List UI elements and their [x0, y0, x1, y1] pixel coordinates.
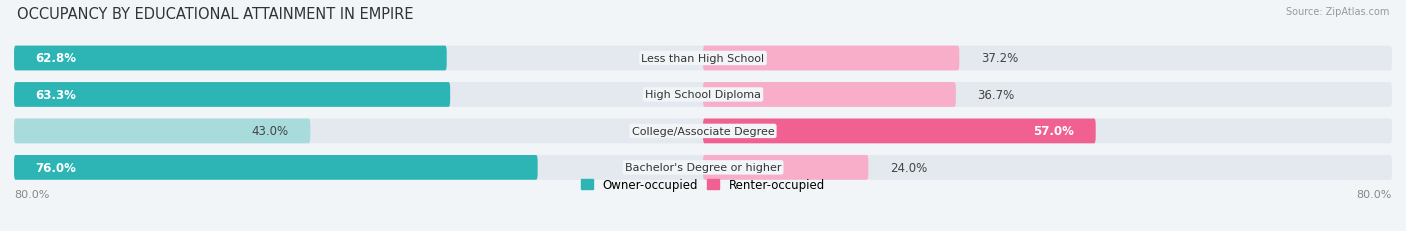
Text: 76.0%: 76.0% [35, 161, 76, 174]
Text: Bachelor's Degree or higher: Bachelor's Degree or higher [624, 163, 782, 173]
FancyBboxPatch shape [14, 119, 1392, 144]
Text: 37.2%: 37.2% [981, 52, 1018, 65]
Text: 36.7%: 36.7% [977, 88, 1015, 101]
Text: High School Diploma: High School Diploma [645, 90, 761, 100]
Text: Source: ZipAtlas.com: Source: ZipAtlas.com [1285, 7, 1389, 17]
Legend: Owner-occupied, Renter-occupied: Owner-occupied, Renter-occupied [576, 173, 830, 196]
FancyBboxPatch shape [14, 119, 311, 144]
Text: 24.0%: 24.0% [890, 161, 927, 174]
FancyBboxPatch shape [14, 83, 450, 107]
Text: 80.0%: 80.0% [1357, 189, 1392, 199]
Text: College/Associate Degree: College/Associate Degree [631, 126, 775, 136]
FancyBboxPatch shape [703, 155, 869, 180]
FancyBboxPatch shape [14, 155, 537, 180]
FancyBboxPatch shape [703, 46, 959, 71]
Text: 62.8%: 62.8% [35, 52, 76, 65]
Text: OCCUPANCY BY EDUCATIONAL ATTAINMENT IN EMPIRE: OCCUPANCY BY EDUCATIONAL ATTAINMENT IN E… [17, 7, 413, 22]
FancyBboxPatch shape [14, 83, 1392, 107]
Text: 63.3%: 63.3% [35, 88, 76, 101]
Text: Less than High School: Less than High School [641, 54, 765, 64]
Text: 80.0%: 80.0% [14, 189, 49, 199]
FancyBboxPatch shape [703, 119, 1095, 144]
FancyBboxPatch shape [14, 46, 447, 71]
Text: 43.0%: 43.0% [252, 125, 288, 138]
FancyBboxPatch shape [703, 83, 956, 107]
Text: 57.0%: 57.0% [1033, 125, 1074, 138]
FancyBboxPatch shape [14, 46, 1392, 71]
FancyBboxPatch shape [14, 155, 1392, 180]
